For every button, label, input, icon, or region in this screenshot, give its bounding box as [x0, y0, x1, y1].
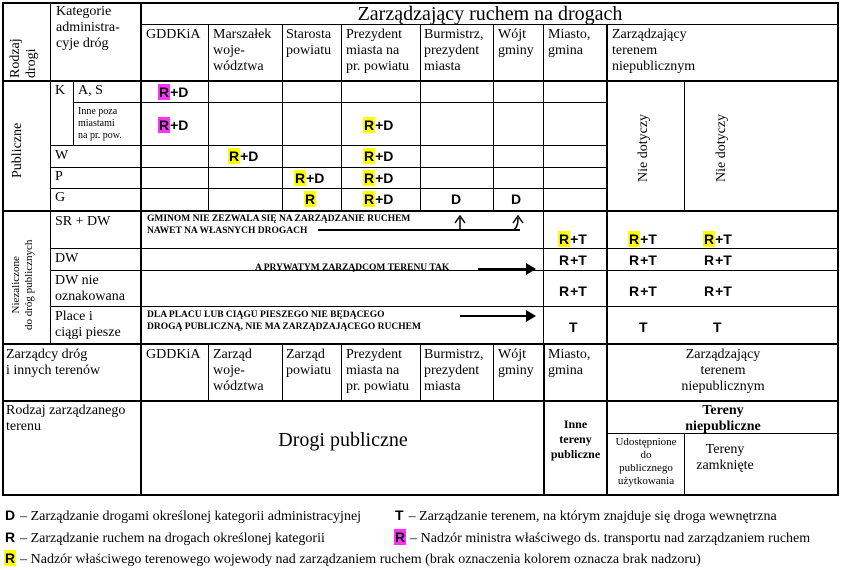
code-inne-prezydent: R+D: [363, 117, 394, 133]
cat-k: K: [55, 83, 66, 98]
code-g-starosta: R: [304, 191, 317, 207]
note-prywatny: A PRYWATYM ZARZĄDCOM TERENU TAK: [255, 263, 450, 273]
cat-inne: Inne poza miastami na pr. pow.: [78, 106, 122, 141]
udostepnione: Udostępnione do publicznego użytkowania: [615, 436, 677, 487]
non-public-group-label: Niezaliczone do dróg publicznych: [10, 239, 35, 330]
mgr-zarzad-pow: Zarząd powiatu: [286, 347, 332, 378]
mgr-burmistrz: Burmistrz, prezydent miasta: [424, 347, 484, 394]
cat-g: G: [55, 190, 66, 205]
cat-sr-dw: SR + DW: [55, 214, 111, 229]
terrain-label: Rodzaj zarządzanego terenu: [6, 403, 126, 434]
mgr-gddkia: GDDKiA: [146, 347, 201, 362]
note-plac: DLA PLACU LUB CIĄGU PIESZEGO NIE BĘDĄCEG…: [147, 310, 421, 332]
admin-category-label: Kategorie administra- cyje dróg: [56, 4, 120, 51]
mgr-wojt: Wójt gminy: [498, 347, 534, 378]
code-inne-gddkia: R+D: [158, 117, 189, 133]
code-dw-miasto: R+T: [559, 252, 587, 268]
col-burmistrz: Burmistrz, prezydent miasta: [424, 27, 484, 74]
inne-tereny-publiczne: Inne tereny publiczne: [550, 417, 601, 461]
code-g-wojt: D: [511, 191, 522, 207]
col-starosta: Starosta powiatu: [286, 27, 332, 58]
code-dw-np2: R+T: [704, 252, 732, 268]
code-srdw-miasto: R+T: [558, 231, 587, 247]
legend-r-yellow: R – Nadzór właściwego terenowego wojewody…: [4, 550, 701, 567]
managers-label: Zarządcy dróg i innych terenów: [6, 347, 101, 378]
mgr-prezydent: Prezydent miasta na pr. powiatu: [346, 347, 409, 394]
public-group-label: Publiczne: [10, 122, 25, 178]
road-type-label: Rodzaj drogi: [8, 38, 39, 78]
plac-arrow: [460, 310, 536, 322]
legend-r-magenta: R – Nadzór ministra właściwego ds. transp…: [394, 529, 811, 546]
gmina-arrow: [318, 214, 524, 238]
code-dwnie-np1: R+T: [629, 283, 657, 299]
code-dw-np1: R+T: [629, 252, 657, 268]
code-dwnie-miasto: R+T: [559, 283, 587, 299]
prywatny-arrow: [478, 263, 536, 275]
code-w-prezydent: R+D: [363, 148, 394, 164]
legend-r: R – Zarządzanie ruchem na drogach określo…: [5, 529, 325, 546]
tereny-niepubliczne: Tereny niepubliczne: [685, 403, 761, 434]
drogi-publiczne: Drogi publiczne: [278, 429, 408, 451]
code-g-burmistrz: D: [451, 191, 462, 207]
code-p-starosta: R+D: [294, 170, 325, 186]
code-p-prezydent: R+D: [363, 170, 394, 186]
code-dwnie-np2: R+T: [704, 283, 732, 299]
code-w-marszalek: R+D: [228, 148, 259, 164]
legend-d: D – Zarządzanie drogami określonej katego…: [5, 507, 362, 524]
mgr-zarzad-woj: Zarząd woje-wództwa: [213, 347, 264, 394]
cat-place: Place i ciągi piesze: [55, 309, 121, 340]
cat-dw: DW: [55, 251, 79, 266]
cat-dw-nie: DW nie oznakowana: [55, 273, 125, 304]
tereny-zamkniete: Tereny zamknięte: [696, 442, 754, 473]
legend-t: T – Zarządzanie terenem, na którym znajdu…: [395, 507, 777, 524]
cat-as: A, S: [78, 83, 103, 98]
col-gddkia: GDDKiA: [146, 27, 201, 42]
col-wojt: Wójt gminy: [498, 27, 534, 58]
code-srdw-np2: R+T: [703, 231, 732, 247]
cat-w: W: [55, 148, 69, 163]
code-g-prezydent: R+D: [363, 191, 394, 207]
nie-dotyczy-2: Nie dotyczy: [714, 113, 729, 182]
note-gmina: GMINOM NIE ZEZWALA SIĘ NA ZARZĄDZANIE RU…: [147, 214, 411, 236]
traffic-manager-title: Zarządzający ruchem na drogach: [357, 3, 623, 25]
code-place-np1: T: [639, 319, 648, 335]
col-prezydent: Prezydent miasta na pr. powiatu: [346, 27, 409, 74]
mgr-miasto: Miasto, gmina: [548, 347, 591, 378]
code-place-miasto: T: [569, 319, 578, 335]
cat-p: P: [55, 169, 63, 184]
col-marszalek: Marszałek woje-wództwa: [213, 27, 272, 74]
nie-dotyczy-1: Nie dotyczy: [636, 113, 651, 182]
code-srdw-np1: R+T: [628, 231, 657, 247]
mgr-niepubliczny: Zarządzający terenem niepublicznym: [681, 347, 765, 394]
code-place-np2: T: [713, 319, 722, 335]
col-miasto: Miasto, gmina: [548, 27, 591, 58]
col-niepubliczny: Zarządzający terenem niepublicznym: [612, 27, 696, 74]
code-as-gddkia: R+D: [158, 84, 189, 100]
